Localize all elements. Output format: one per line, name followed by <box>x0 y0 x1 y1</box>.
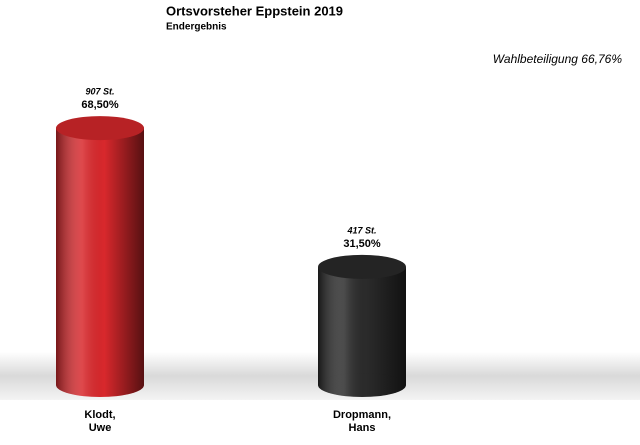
chart-subtitle: Endergebnis <box>166 22 227 33</box>
chart-title: Ortsvorsteher Eppstein 2019 <box>166 3 343 18</box>
vote-label: 907 St. <box>85 87 114 97</box>
x-tick-label: Dropmann, Hans <box>332 409 392 434</box>
value-label: 68,50% <box>81 99 119 111</box>
cylinder-top <box>56 116 144 141</box>
annotation: Wahlbeteiligung 66,76% <box>493 52 623 66</box>
cylinder-shading <box>318 266 406 397</box>
cylinder-top-shade <box>56 116 144 141</box>
cylinder-top-shade <box>318 254 406 279</box>
value-label: 31,50% <box>343 238 381 250</box>
vote-label: 417 St. <box>346 225 376 235</box>
cylinder-shading <box>56 128 144 397</box>
cylinder-top <box>318 254 406 279</box>
x-tick-label: Klodt, Uwe <box>84 409 116 434</box>
